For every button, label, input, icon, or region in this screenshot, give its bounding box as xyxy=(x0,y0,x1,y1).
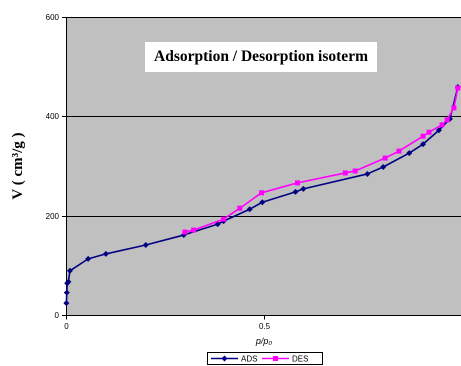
ads-point xyxy=(102,250,109,257)
ads-point xyxy=(380,163,387,170)
ads-point xyxy=(292,188,299,195)
y-tick-label: 200 xyxy=(46,212,60,221)
ads-point xyxy=(66,267,73,274)
des-point xyxy=(444,117,450,123)
legend-label-ads: ADS xyxy=(241,355,257,364)
ads-point xyxy=(85,255,92,262)
des-point xyxy=(352,168,358,174)
des-point xyxy=(191,227,197,233)
legend-item-des: DES xyxy=(262,355,308,364)
x-axis-title: p/p₀ xyxy=(255,336,273,346)
ads-point xyxy=(259,199,266,206)
ads-point xyxy=(420,141,427,148)
des-point xyxy=(396,148,402,154)
des-point xyxy=(451,105,457,111)
y-tick-label: 400 xyxy=(46,112,60,121)
des-point xyxy=(426,129,432,135)
des-point xyxy=(420,133,426,139)
des-point xyxy=(439,122,445,128)
des-point xyxy=(382,155,388,161)
des-point xyxy=(342,170,348,176)
ads-point xyxy=(300,185,307,192)
axes: 0 200 400 600 0 0.5 xyxy=(46,13,461,331)
ads-point xyxy=(63,300,70,307)
des-point xyxy=(182,229,188,235)
des-point xyxy=(259,190,265,196)
legend-marker-des xyxy=(273,356,278,361)
x-tick-label: 0 xyxy=(64,322,69,331)
series-layer xyxy=(63,84,461,307)
des-point xyxy=(294,180,300,186)
y-axis-title: V ( cm³/g ) xyxy=(10,132,26,199)
ads-point xyxy=(63,289,70,296)
des-point xyxy=(221,216,227,222)
x-tick-label: 0.5 xyxy=(259,322,271,331)
des-point xyxy=(237,205,243,211)
ads-point xyxy=(364,170,371,177)
des-line xyxy=(184,87,459,233)
legend-label-des: DES xyxy=(292,355,308,364)
gridlines xyxy=(66,17,461,217)
ads-line xyxy=(65,86,459,304)
ads-point xyxy=(435,127,442,134)
chart-title-box: Adsorption / Desorption isoterm xyxy=(145,42,377,72)
legend-marker-ads xyxy=(221,355,228,362)
chart-title: Adsorption / Desorption isoterm xyxy=(154,48,368,65)
ads-point xyxy=(246,206,253,213)
ads-point xyxy=(406,150,413,157)
y-tick-label: 0 xyxy=(55,311,60,320)
legend-item-ads: ADS xyxy=(211,355,257,364)
ads-point xyxy=(142,241,149,248)
des-point xyxy=(455,85,461,91)
ads-point xyxy=(65,278,72,285)
legend: ADS DES xyxy=(207,352,323,365)
y-tick-label: 600 xyxy=(46,13,60,22)
